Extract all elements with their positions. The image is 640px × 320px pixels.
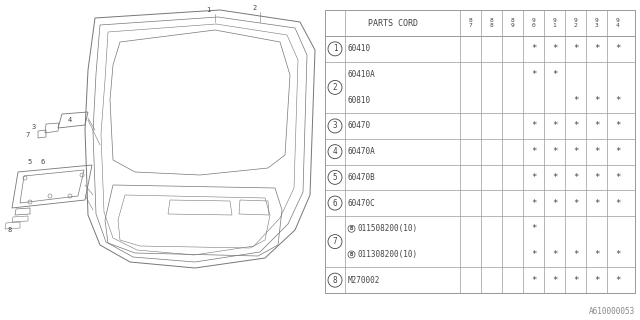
Text: *: * — [615, 44, 620, 53]
Text: 9
4: 9 4 — [616, 18, 620, 28]
Text: 6: 6 — [333, 198, 337, 208]
Bar — [325, 10, 635, 293]
Text: 5: 5 — [333, 173, 337, 182]
Text: 6: 6 — [41, 159, 45, 165]
Text: *: * — [594, 198, 599, 208]
Text: 60410: 60410 — [348, 44, 371, 53]
Text: 8
9: 8 9 — [511, 18, 515, 28]
Text: B: B — [350, 226, 353, 231]
Text: 60410A: 60410A — [348, 70, 376, 79]
Text: *: * — [531, 70, 536, 79]
Text: 3: 3 — [333, 122, 337, 131]
Text: 4: 4 — [68, 117, 72, 123]
Text: *: * — [573, 122, 578, 131]
Text: *: * — [552, 44, 557, 53]
Text: B: B — [350, 252, 353, 257]
Text: *: * — [552, 198, 557, 208]
Text: *: * — [573, 173, 578, 182]
Text: *: * — [573, 198, 578, 208]
Text: *: * — [573, 44, 578, 53]
Text: *: * — [594, 250, 599, 259]
Text: 3: 3 — [32, 124, 36, 130]
Text: *: * — [573, 250, 578, 259]
Text: 60470: 60470 — [348, 122, 371, 131]
Text: 011308200(10): 011308200(10) — [357, 250, 417, 259]
Text: 7: 7 — [26, 132, 30, 138]
Text: *: * — [552, 250, 557, 259]
Text: *: * — [531, 122, 536, 131]
Text: 8
7: 8 7 — [468, 18, 472, 28]
Text: *: * — [594, 173, 599, 182]
Text: 1: 1 — [333, 44, 337, 53]
Text: *: * — [615, 122, 620, 131]
Text: *: * — [531, 173, 536, 182]
Text: 8: 8 — [8, 227, 12, 233]
Text: M270002: M270002 — [348, 276, 380, 285]
Text: *: * — [615, 198, 620, 208]
Text: *: * — [552, 122, 557, 131]
Text: *: * — [552, 70, 557, 79]
Text: *: * — [573, 96, 578, 105]
Text: 60470B: 60470B — [348, 173, 376, 182]
Text: *: * — [594, 44, 599, 53]
Text: *: * — [552, 147, 557, 156]
Text: *: * — [615, 250, 620, 259]
Text: 9
0: 9 0 — [532, 18, 536, 28]
Text: 1: 1 — [206, 7, 210, 13]
Text: *: * — [594, 96, 599, 105]
Text: *: * — [531, 44, 536, 53]
Text: *: * — [615, 173, 620, 182]
Text: *: * — [531, 276, 536, 285]
Text: *: * — [531, 198, 536, 208]
Text: *: * — [573, 147, 578, 156]
Text: *: * — [552, 276, 557, 285]
Text: 9
3: 9 3 — [595, 18, 598, 28]
Text: *: * — [531, 250, 536, 259]
Text: 4: 4 — [333, 147, 337, 156]
Text: *: * — [573, 276, 578, 285]
Text: *: * — [552, 173, 557, 182]
Text: 5: 5 — [28, 159, 32, 165]
Text: 8
8: 8 8 — [490, 18, 493, 28]
Text: *: * — [594, 276, 599, 285]
Text: *: * — [615, 276, 620, 285]
Text: 60810: 60810 — [348, 96, 371, 105]
Text: *: * — [615, 147, 620, 156]
Text: 2: 2 — [333, 83, 337, 92]
Text: *: * — [594, 147, 599, 156]
Text: *: * — [594, 122, 599, 131]
Text: 7: 7 — [333, 237, 337, 246]
Text: 9
2: 9 2 — [573, 18, 577, 28]
Text: *: * — [531, 147, 536, 156]
Text: 60470C: 60470C — [348, 198, 376, 208]
Text: 011508200(10): 011508200(10) — [357, 224, 417, 233]
Text: 2: 2 — [253, 5, 257, 11]
Text: 9
1: 9 1 — [552, 18, 556, 28]
Text: *: * — [531, 224, 536, 233]
Text: 60470A: 60470A — [348, 147, 376, 156]
Text: PARTS CORD: PARTS CORD — [367, 19, 417, 28]
Text: 8: 8 — [333, 276, 337, 285]
Text: *: * — [615, 96, 620, 105]
Text: A610000053: A610000053 — [589, 308, 635, 316]
